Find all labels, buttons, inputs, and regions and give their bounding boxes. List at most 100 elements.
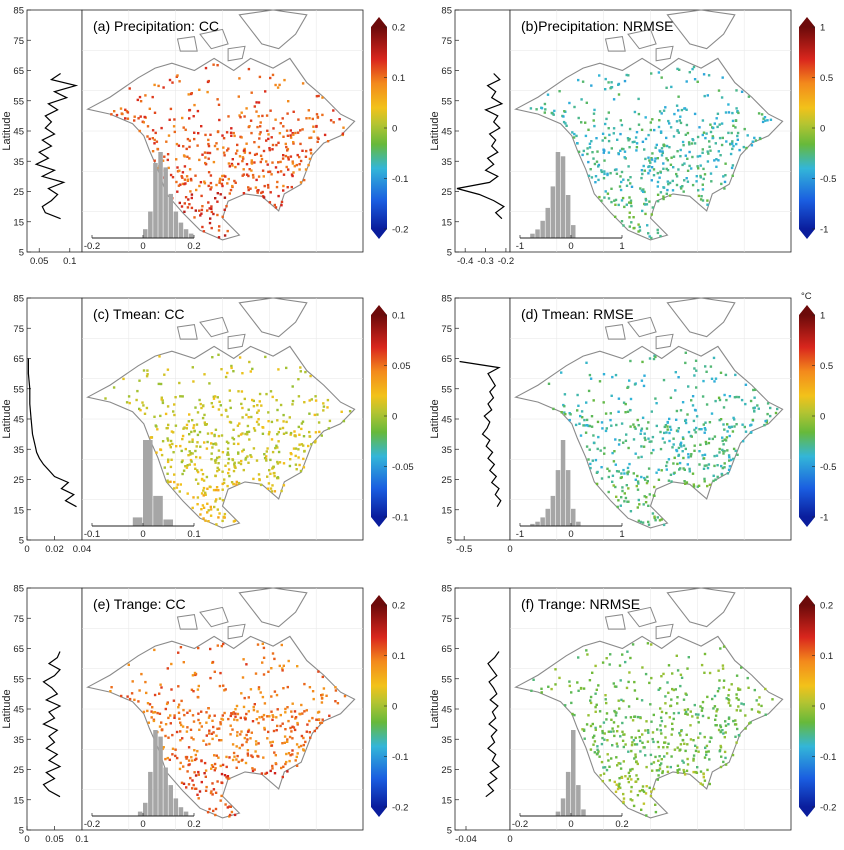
- panel-f-station-dot: [601, 731, 604, 735]
- panel-e-station-dot: [188, 709, 192, 712]
- panel-a-station-dot: [287, 158, 290, 161]
- panel-c-colorbar-bottom-arrow: [371, 517, 387, 527]
- panel-b-station-dot: [644, 203, 647, 206]
- panel-e-station-dot: [242, 658, 245, 661]
- panel-a-station-dot: [154, 131, 157, 135]
- panel-c-station-dot: [242, 468, 245, 472]
- panel-d-station-dot: [714, 377, 718, 380]
- panel-e-station-dot: [229, 724, 232, 727]
- panel-e-station-dot: [211, 660, 215, 664]
- panel-e-station-dot: [191, 674, 195, 677]
- panel-e-station-dot: [280, 643, 283, 647]
- panel-c-station-dot: [241, 372, 244, 375]
- panel-f-station-dot: [618, 664, 622, 667]
- panel-a-station-dot: [207, 142, 210, 146]
- panel-b-station-dot: [666, 169, 670, 172]
- panel-a-station-dot: [216, 200, 219, 203]
- panel-d-station-dot: [723, 462, 726, 465]
- panel-b-station-dot: [588, 142, 592, 145]
- panel-c-station-dot: [159, 382, 163, 386]
- panel-c-station-dot: [273, 490, 277, 493]
- panel-f-station-dot: [615, 685, 618, 688]
- panel-c-station-dot: [261, 432, 265, 435]
- panel-c-station-dot: [217, 462, 220, 465]
- panel-a-station-dot: [230, 134, 233, 137]
- panel-b-station-dot: [607, 127, 610, 130]
- panel-c-station-dot: [203, 421, 206, 424]
- panel-a-station-dot: [215, 183, 218, 187]
- panel-e-station-dot: [209, 676, 212, 680]
- panel-f-station-dot: [684, 710, 688, 714]
- panel-a-station-dot: [186, 178, 190, 181]
- panel-f-station-dot: [718, 679, 721, 682]
- panel-e-station-dot: [240, 730, 243, 733]
- panel-a-station-dot: [230, 162, 234, 166]
- panel-e-station-dot: [220, 739, 223, 742]
- panel-e-station-dot: [150, 716, 153, 719]
- panel-f-station-dot: [629, 798, 632, 801]
- panel-f-station-dot: [666, 770, 670, 773]
- panel-d-station-dot: [633, 383, 637, 386]
- panel-c-station-dot: [277, 430, 280, 434]
- panel-b-station-dot: [606, 192, 610, 195]
- panel-a-hist-bar: [173, 211, 179, 238]
- panel-c-station-dot: [200, 406, 203, 410]
- panel-d-station-dot: [720, 464, 723, 468]
- panel-b-station-dot: [668, 181, 672, 185]
- panel-f-station-dot: [689, 738, 693, 741]
- panel-c-station-dot: [288, 464, 292, 468]
- panel-f-station-dot: [657, 774, 660, 777]
- panel-e-station-dot: [210, 767, 213, 770]
- panel-e-station-dot: [320, 697, 324, 700]
- panel-f-station-dot: [611, 727, 614, 730]
- panel-c-station-dot: [237, 434, 240, 438]
- panel-c-station-dot: [145, 406, 149, 410]
- panel-b-station-dot: [586, 147, 589, 150]
- panel-d-hist-bar: [530, 523, 535, 526]
- panel-a-station-dot: [247, 174, 250, 178]
- panel-a-station-dot: [204, 156, 207, 159]
- panel-f-station-dot: [735, 696, 738, 700]
- panel-d-station-dot: [677, 427, 680, 430]
- panel-d-station-dot: [723, 466, 726, 469]
- panel-a-station-dot: [292, 133, 295, 136]
- panel-e-station-dot: [218, 684, 222, 688]
- panel-b-station-dot: [614, 203, 617, 206]
- panel-b-station-dot: [656, 172, 659, 175]
- panel-e-station-dot: [267, 730, 270, 734]
- panel-a-station-dot: [296, 153, 299, 157]
- panel-f-station-dot: [645, 785, 648, 788]
- panel-f-station-dot: [641, 666, 644, 669]
- panel-a-colorbar-bottom-arrow: [371, 229, 387, 239]
- panel-f-station-dot: [614, 714, 618, 717]
- panel-c-station-dot: [202, 506, 206, 509]
- panel-c-station-dot: [170, 458, 173, 461]
- panel-c-station-dot: [159, 448, 162, 451]
- panel-b-station-dot: [644, 197, 647, 201]
- panel-b-station-dot: [622, 147, 625, 151]
- panel-a-station-dot: [209, 133, 212, 136]
- panel-f-station-dot: [630, 736, 633, 739]
- panel-f-station-dot: [681, 759, 684, 762]
- panel-d-station-dot: [609, 418, 612, 422]
- panel-e-station-dot: [243, 736, 246, 740]
- panel-e-station-dot: [287, 659, 290, 663]
- panel-d-station-dot: [687, 430, 691, 434]
- panel-a-station-dot: [153, 138, 156, 142]
- panel-b-station-dot: [691, 183, 695, 187]
- panel-e-station-dot: [182, 708, 185, 712]
- panel-b-profile-xtick-label: -0.2: [498, 256, 514, 267]
- panel-a-island-outline: [176, 36, 198, 52]
- panel-b-station-dot: [635, 131, 639, 134]
- panel-b-greenland-outline: [666, 9, 736, 50]
- panel-a-station-dot: [271, 148, 274, 151]
- panel-e-station-dot: [207, 707, 210, 710]
- panel-c-station-dot: [314, 395, 317, 398]
- panel-a-station-dot: [203, 180, 206, 183]
- panel-c-lat-tick-label: 45: [13, 415, 24, 426]
- panel-c-station-dot: [249, 370, 252, 373]
- panel-e-title: (e) Trange: CC: [93, 596, 186, 612]
- panel-a-station-dot: [183, 165, 187, 168]
- panel-d-station-dot: [599, 449, 602, 452]
